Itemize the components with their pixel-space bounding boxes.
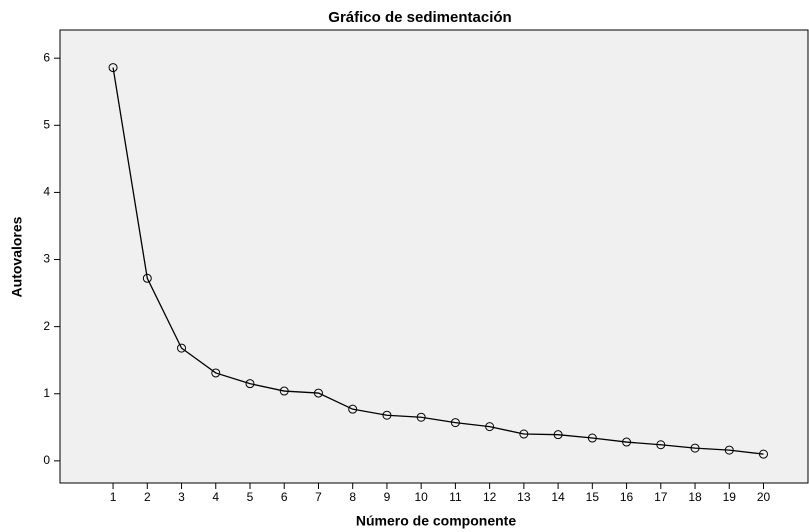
y-axis-label: Autovalores bbox=[9, 216, 25, 297]
point-marker bbox=[724, 445, 734, 455]
x-tick-label: 14 bbox=[551, 490, 565, 504]
x-tick-label: 16 bbox=[620, 490, 634, 504]
x-tick-label: 20 bbox=[757, 490, 771, 504]
point-marker bbox=[485, 422, 495, 432]
x-tick-label: 13 bbox=[517, 490, 531, 504]
x-axis-label: Número de componente bbox=[356, 513, 516, 529]
point-marker bbox=[622, 437, 632, 447]
x-tick-label: 11 bbox=[449, 490, 462, 504]
x-tick-label: 7 bbox=[315, 490, 322, 504]
point-marker bbox=[416, 412, 426, 422]
point-marker bbox=[348, 404, 358, 414]
point-marker bbox=[690, 443, 700, 453]
point-marker bbox=[177, 343, 187, 353]
x-tick-label: 5 bbox=[247, 490, 254, 504]
y-tick-label: 1 bbox=[43, 386, 50, 400]
x-tick-label: 4 bbox=[212, 490, 219, 504]
y-tick-label: 5 bbox=[43, 117, 50, 131]
x-tick-label: 19 bbox=[723, 490, 737, 504]
plot-area bbox=[59, 29, 809, 484]
chart-title: Gráfico de sedimentación bbox=[328, 9, 511, 26]
x-tick-label: 3 bbox=[178, 490, 185, 504]
point-marker bbox=[519, 429, 529, 439]
x-tick-label: 15 bbox=[586, 490, 600, 504]
y-tick-label: 6 bbox=[43, 50, 50, 64]
point-marker bbox=[553, 430, 563, 440]
point-marker bbox=[142, 273, 152, 283]
y-tick-label: 2 bbox=[43, 319, 50, 333]
point-marker bbox=[587, 433, 597, 443]
y-tick-label: 0 bbox=[43, 453, 50, 467]
x-tick-label: 9 bbox=[384, 490, 391, 504]
point-marker bbox=[313, 388, 323, 398]
x-tick-label: 6 bbox=[281, 490, 288, 504]
point-marker bbox=[279, 386, 289, 396]
x-tick-label: 2 bbox=[144, 490, 151, 504]
point-marker bbox=[758, 449, 768, 459]
x-tick-label: 18 bbox=[688, 490, 702, 504]
y-tick-label: 4 bbox=[43, 185, 50, 199]
point-marker bbox=[108, 63, 118, 73]
x-tick-label: 10 bbox=[414, 490, 428, 504]
y-tick-label: 3 bbox=[43, 252, 50, 266]
x-tick-label: 12 bbox=[483, 490, 497, 504]
x-tick-label: 17 bbox=[654, 490, 668, 504]
point-marker bbox=[450, 418, 460, 428]
point-marker bbox=[656, 440, 666, 450]
x-tick-label: 8 bbox=[349, 490, 356, 504]
point-marker bbox=[245, 379, 255, 389]
series-line bbox=[112, 67, 764, 455]
x-tick-label: 1 bbox=[110, 490, 117, 504]
point-marker bbox=[211, 368, 221, 378]
point-marker bbox=[382, 410, 392, 420]
